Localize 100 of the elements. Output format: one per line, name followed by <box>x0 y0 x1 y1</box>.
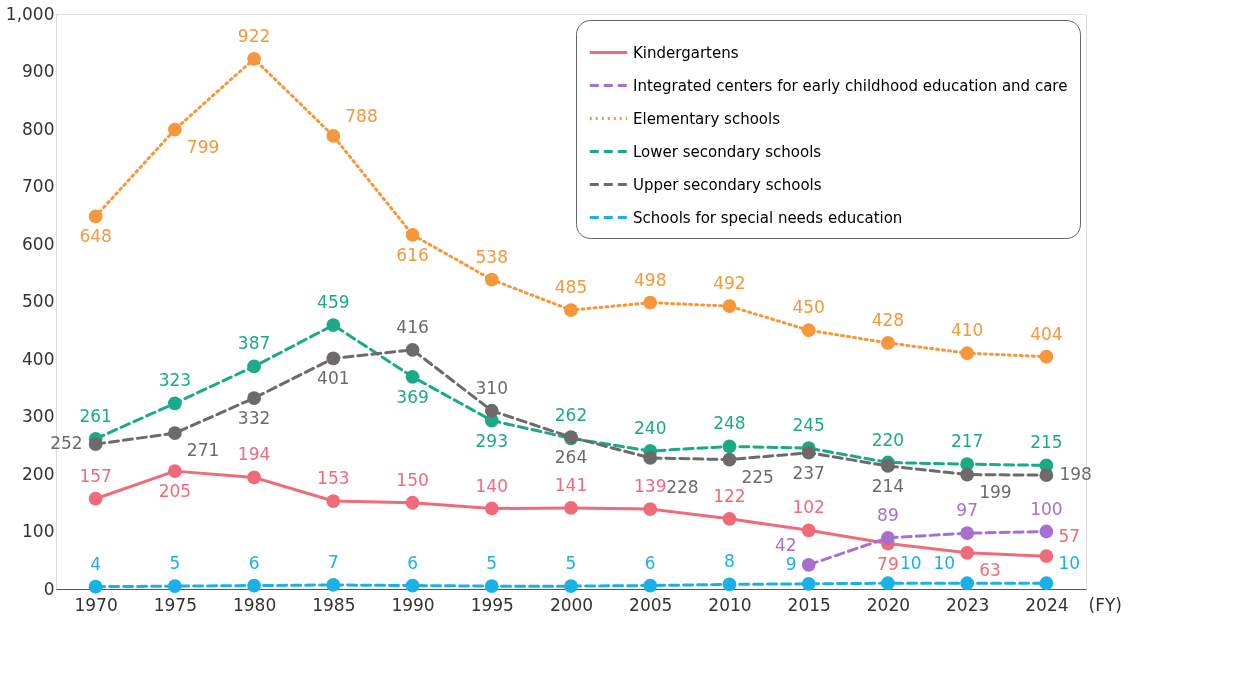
data-label: 450 <box>792 297 825 318</box>
data-label: 214 <box>871 475 905 496</box>
data-label: 416 <box>396 316 429 337</box>
legend-label: Lower secondary schools <box>633 142 822 161</box>
data-label: 271 <box>186 440 220 461</box>
x-tick-label: 2000 <box>549 594 594 615</box>
data-label: 215 <box>1030 432 1063 453</box>
data-label: 102 <box>792 497 825 518</box>
data-label: 240 <box>634 418 667 438</box>
y-tick-label: 800 <box>22 118 55 139</box>
data-label: 538 <box>475 246 508 267</box>
data-label: 220 <box>871 429 905 450</box>
x-tick-label: 2024 <box>1025 594 1069 615</box>
legend-label: Elementary schools <box>633 109 781 128</box>
data-label: 199 <box>979 481 1012 502</box>
data-label: 387 <box>237 333 271 354</box>
data-label: 153 <box>317 468 350 489</box>
data-label: 410 <box>950 320 984 341</box>
data-label: 799 <box>186 136 220 157</box>
x-axis-title: (FY) <box>1088 594 1122 615</box>
data-label: 157 <box>79 465 112 486</box>
legend-label: Upper secondary schools <box>633 175 822 194</box>
data-label: 97 <box>956 500 978 521</box>
data-label: 648 <box>79 226 112 247</box>
data-label: 245 <box>792 415 825 436</box>
data-label: 401 <box>317 368 350 389</box>
x-tick-label: 2005 <box>629 594 673 615</box>
data-label: 228 <box>666 476 699 497</box>
x-tick-label: 2020 <box>866 594 911 615</box>
x-tick-label: 2015 <box>787 594 831 615</box>
y-tick-label: 0 <box>43 578 55 599</box>
data-label: 310 <box>475 377 508 398</box>
data-label: 788 <box>345 105 378 126</box>
data-label: 332 <box>237 408 271 429</box>
data-label: 922 <box>237 25 271 46</box>
data-label: 63 <box>979 559 1001 580</box>
data-label: 323 <box>158 370 192 391</box>
y-tick-label: 300 <box>22 406 55 426</box>
y-tick-label: 600 <box>22 233 55 254</box>
data-label: 9 <box>785 553 797 574</box>
data-label: 5 <box>169 553 181 574</box>
data-label: 5 <box>486 553 498 574</box>
data-label: 198 <box>1059 464 1092 485</box>
data-label: 225 <box>741 466 774 487</box>
data-label: 122 <box>713 485 746 506</box>
data-label: 10 <box>1058 553 1081 574</box>
data-label: 404 <box>1030 323 1063 344</box>
x-tick-label: 1980 <box>232 594 277 615</box>
data-label: 194 <box>237 444 271 465</box>
data-label: 7 <box>327 551 339 572</box>
data-label: 248 <box>713 413 746 434</box>
data-label: 42 <box>775 534 797 555</box>
data-label: 6 <box>644 552 656 573</box>
data-label: 616 <box>396 244 429 265</box>
legend-label: Kindergartens <box>633 43 739 62</box>
y-tick-label: 100 <box>22 521 55 541</box>
y-tick-label: 400 <box>22 348 55 369</box>
data-label: 139 <box>634 476 667 497</box>
data-label: 10 <box>933 553 956 574</box>
legend-label: Integrated centers for early childhood education and care <box>633 76 1068 95</box>
y-tick-label: 1,000 <box>5 3 55 24</box>
data-label: 217 <box>950 431 984 452</box>
data-label: 369 <box>396 386 429 407</box>
data-label: 5 <box>565 553 577 574</box>
data-label: 293 <box>475 430 508 451</box>
x-tick-label: 1985 <box>312 594 356 615</box>
data-label: 498 <box>634 269 667 290</box>
data-label: 6 <box>407 552 418 573</box>
data-label: 262 <box>554 405 588 426</box>
data-label: 261 <box>79 405 112 426</box>
x-tick-label: 2023 <box>946 594 990 615</box>
x-tick-label: 1995 <box>470 594 514 615</box>
x-tick-label: 2010 <box>708 594 752 615</box>
legend-label: Schools for special needs education <box>633 208 903 227</box>
x-tick-label: 1975 <box>153 594 197 615</box>
data-label: 492 <box>713 273 746 294</box>
y-tick-label: 700 <box>22 176 55 196</box>
data-label: 428 <box>871 309 905 330</box>
data-label: 79 <box>877 553 899 574</box>
data-label: 252 <box>50 433 83 454</box>
x-tick-label: 1970 <box>74 594 118 615</box>
data-label: 4 <box>90 553 102 574</box>
data-label: 100 <box>1030 498 1063 519</box>
data-label: 140 <box>475 475 508 496</box>
data-label: 89 <box>877 504 899 525</box>
data-label: 264 <box>554 447 588 468</box>
data-label: 237 <box>792 462 825 483</box>
data-label: 10 <box>899 553 922 574</box>
data-label: 141 <box>554 474 588 495</box>
y-tick-label: 200 <box>22 463 55 484</box>
data-label: 485 <box>554 277 588 298</box>
y-tick-label: 900 <box>22 61 55 81</box>
data-label: 150 <box>396 469 429 490</box>
x-tick-label: 1990 <box>391 594 435 615</box>
data-label: 8 <box>724 551 735 572</box>
y-tick-label: 500 <box>22 291 55 311</box>
data-label: 459 <box>317 292 350 313</box>
data-label: 57 <box>1058 526 1081 547</box>
data-label: 205 <box>158 481 192 502</box>
data-label: 6 <box>248 552 260 573</box>
